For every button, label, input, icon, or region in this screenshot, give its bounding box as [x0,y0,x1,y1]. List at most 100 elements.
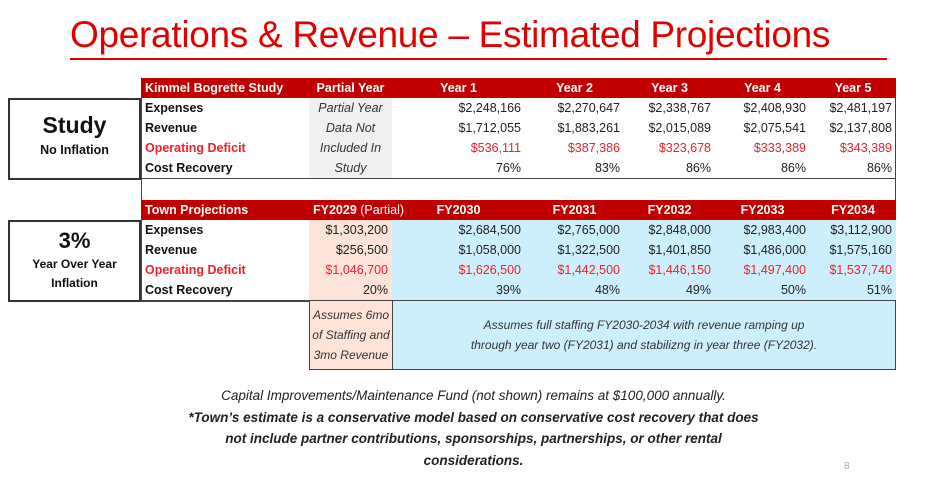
value-cell: $536,111 [470,141,521,155]
row-label: Operating Deficit [145,141,246,155]
footer-line-2: *Town’s estimate is a conservative model… [188,410,759,425]
table-row: Expenses Partial Year $2,248,166 $2,270,647… [141,98,896,118]
study-side-label: Study No Inflation [8,98,141,180]
header-text: Year 3 [651,81,688,95]
note-line: Assumes 6mo [312,308,389,322]
town-side-title: 3% [58,228,91,253]
row-label: Expenses [145,101,204,115]
value-cell: $1,883,261 [557,121,620,135]
value-cell: $1,058,000 [392,240,525,260]
value-cell: $2,848,000 [624,220,715,240]
header-text: Year 5 [834,81,872,95]
table-row: Revenue Data Not $1,712,055 $1,883,261 $2,01… [141,118,896,138]
partial-year-note: Assumes 6mo of Staffing and 3mo Revenue [309,300,393,370]
town-side-sub2: Inflation [51,276,98,290]
value-cell: 39% [392,280,525,301]
column-header: FY2033 [715,200,810,220]
column-header: Year 2 [525,78,624,98]
header-row: Kimmel Bogrette Study Partial Year Year 1 Y… [141,78,896,98]
footer-line-1: Capital Improvements/Maintenance Fund (n… [221,388,726,403]
value-cell: $2,481,197 [829,101,892,115]
value-cell: 86% [715,158,810,179]
column-header: Town Projections [141,200,309,220]
value-cell: 76% [392,158,525,179]
column-header: FY2034 [810,200,896,220]
table-row: Operating Deficit $1,046,700 $1,626,500 $1,… [141,260,896,280]
column-header: Year 4 [715,78,810,98]
column-header: Partial Year [309,78,392,98]
value-cell: 48% [525,280,624,301]
header-text: FY2034 [831,203,875,217]
study-side-sub: No Inflation [40,143,109,157]
header-text: (Partial) [360,203,405,217]
value-cell: $2,765,000 [525,220,624,240]
table-row: Cost Recovery Study 76% 83% 86% 86% 86% [141,158,896,179]
column-header: Kimmel Bogrette Study [141,78,309,98]
partial-year-cell: $256,500 [309,240,392,260]
column-header: Year 5 [810,78,896,98]
value-cell: $1,712,055 [458,121,521,135]
study-table: Kimmel Bogrette Study Partial Year Year 1 Y… [141,78,896,179]
value-cell: $2,983,400 [715,220,810,240]
column-header: FY2030 [392,200,525,220]
header-text: FY2031 [552,203,597,217]
study-side-title: Study [42,112,107,138]
value-cell: $2,248,166 [458,101,521,115]
title-underline [70,58,887,60]
header-text: Town Projections [145,203,249,217]
value-cell: 83% [525,158,624,179]
value-cell: $2,015,089 [648,121,711,135]
value-cell: 86% [624,158,715,179]
value-cell: $2,408,930 [743,101,806,115]
row-label: Operating Deficit [145,263,246,277]
town-side-label: 3% Year Over Year Inflation [8,220,141,302]
header-row: Town Projections FY2029 (Partial) FY2030 FY… [141,200,896,220]
value-cell: $2,075,541 [743,121,806,135]
row-label: Expenses [145,223,204,237]
note-line: 3mo Revenue [313,348,389,362]
value-cell: $2,270,647 [557,101,620,115]
header-text: FY2033 [740,203,785,217]
value-cell: $1,626,500 [392,260,525,280]
value-cell: 51% [810,280,896,301]
row-label: Cost Recovery [141,280,309,301]
value-cell: $333,389 [753,141,806,155]
footer-line-3: not include partner contributions, spons… [225,431,722,446]
value-cell: $3,112,900 [810,220,896,240]
row-label: Cost Recovery [141,158,309,179]
value-cell: $2,684,500 [392,220,525,240]
value-cell: 86% [810,158,896,179]
value-cell: 49% [624,280,715,301]
page-number: 8 [844,461,850,472]
header-text: Kimmel Bogrette Study [145,81,284,95]
value-cell: $1,497,400 [715,260,810,280]
note-line: through year two (FY2031) and stabilizng… [470,338,818,352]
value-cell: $2,137,808 [829,121,892,135]
value-cell: $1,446,150 [624,260,715,280]
note-line: of Staffing and [312,328,390,342]
column-header: Year 3 [624,78,715,98]
value-cell: $1,401,850 [624,240,715,260]
partial-year-cell: Study [309,158,392,179]
value-cell: $1,575,160 [810,240,896,260]
footer-line-4: considerations. [423,453,524,468]
partial-year-cell: Data Not [309,118,392,138]
table-row: Expenses $1,303,200 $2,684,500 $2,765,000 $2… [141,220,896,240]
column-header: FY2031 [525,200,624,220]
table-row: Cost Recovery 20% 39% 48% 49% 50% 51% [141,280,896,301]
page-title: Operations & Revenue – Estimated Project… [70,14,831,55]
value-cell: $1,486,000 [715,240,810,260]
header-text: FY2029 [313,203,357,217]
column-header: FY2029 (Partial) [309,200,404,220]
column-header: Year 1 [392,78,525,98]
partial-year-cell: $1,046,700 [309,260,392,280]
row-label: Revenue [145,243,198,257]
note-line: Assumes full staffing FY2030-2034 with r… [483,318,805,332]
table-row: Revenue $256,500 $1,058,000 $1,322,500 $1,40… [141,240,896,260]
header-text: Year 2 [556,81,593,95]
partial-year-cell: Partial Year [309,98,392,118]
partial-year-cell: $1,303,200 [309,220,392,240]
header-text: FY2032 [647,203,692,217]
full-staffing-note: Assumes full staffing FY2030-2034 with r… [392,300,896,370]
